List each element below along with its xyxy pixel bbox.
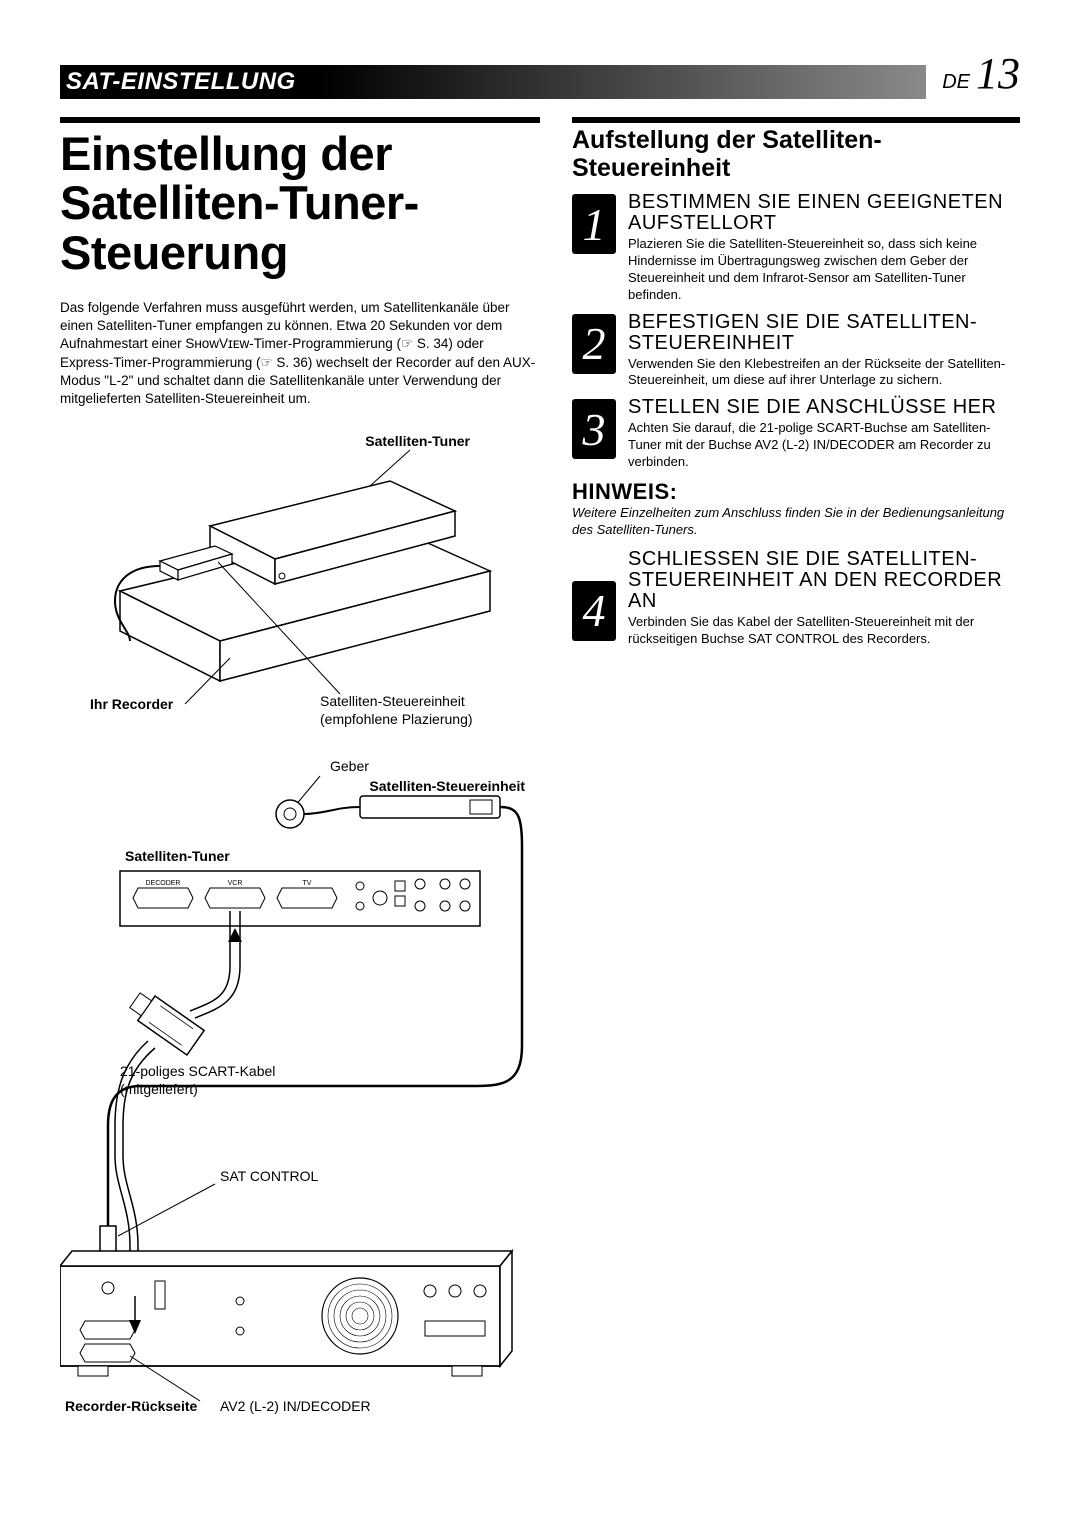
step-title: BESTIMMEN SIE EINEN GEEIGNETEN AUFSTELLO… (628, 192, 1020, 234)
label-vcr: VCR (228, 880, 243, 887)
label-av2: AV2 (L-2) IN/DECODER (220, 1398, 371, 1414)
page-indicator: DE 13 (926, 48, 1020, 99)
left-column: Einstellung der Satelliten-Tuner-Steueru… (60, 117, 540, 1431)
page-header: SAT-EINSTELLUNG DE 13 (60, 48, 1020, 99)
section-title: SAT-EINSTELLUNG (60, 68, 296, 96)
step-4: 4 SCHLIESSEN SIE DIE SATELLITEN-STEUEREI… (572, 549, 1020, 648)
label-controller-title: Satelliten-Steuereinheit (369, 778, 525, 794)
page-number: 13 (976, 48, 1020, 99)
lang-code: DE (942, 71, 970, 94)
label-geber: Geber (330, 758, 369, 774)
step-3: 3 STELLEN SIE DIE ANSCHLÜSSE HER Achten … (572, 397, 1020, 471)
step-title: BEFESTIGEN SIE DIE SATELLITEN-STEUEREINH… (628, 312, 1020, 354)
step-2: 2 BEFESTIGEN SIE DIE SATELLITEN-STEUEREI… (572, 312, 1020, 390)
label-controller-placement2: (empfohlene Plazierung) (320, 711, 473, 727)
label-tv: TV (303, 880, 312, 887)
sub-heading: Aufstellung der Satelliten-Steuereinheit (572, 117, 1020, 182)
step-number: 1 (572, 194, 616, 254)
connection-diagram: Satelliten-Tuner (60, 426, 540, 1431)
label-scart-cable2: (mitgeliefert) (120, 1081, 198, 1097)
hinweis-label: HINWEIS: (572, 479, 1020, 505)
step-text: Verwenden Sie den Klebestreifen an der R… (628, 356, 1020, 390)
label-sat-tuner-top: Satelliten-Tuner (365, 433, 470, 449)
label-recorder-back: Recorder-Rückseite (65, 1398, 197, 1414)
step-text: Verbinden Sie das Kabel der Satelliten-S… (628, 614, 1020, 648)
hinweis-text: Weitere Einzelheiten zum Anschluss finde… (572, 505, 1020, 539)
label-decoder: DECODER (145, 880, 180, 887)
step-text: Achten Sie darauf, die 21-polige SCART-B… (628, 420, 1020, 471)
label-sat-tuner-mid: Satelliten-Tuner (125, 848, 230, 864)
right-column: Aufstellung der Satelliten-Steuereinheit… (572, 117, 1020, 1431)
label-recorder: Ihr Recorder (90, 696, 174, 712)
step-number: 2 (572, 314, 616, 374)
step-title: SCHLIESSEN SIE DIE SATELLITEN-STEUEREINH… (628, 549, 1020, 612)
main-heading: Einstellung der Satelliten-Tuner-Steueru… (60, 117, 540, 277)
label-sat-control: SAT CONTROL (220, 1168, 318, 1184)
section-title-bar: SAT-EINSTELLUNG (60, 65, 926, 99)
label-scart-cable: 21-poliges SCART-Kabel (120, 1063, 275, 1079)
label-controller-placement: Satelliten-Steuereinheit (320, 693, 465, 709)
step-1: 1 BESTIMMEN SIE EINEN GEEIGNETEN AUFSTEL… (572, 192, 1020, 304)
intro-paragraph: Das folgende Verfahren muss ausgeführt w… (60, 299, 540, 408)
step-number: 4 (572, 581, 616, 641)
step-title: STELLEN SIE DIE ANSCHLÜSSE HER (628, 397, 1020, 418)
step-number: 3 (572, 399, 616, 459)
step-text: Plazieren Sie die Satelliten-Steuereinhe… (628, 236, 1020, 304)
